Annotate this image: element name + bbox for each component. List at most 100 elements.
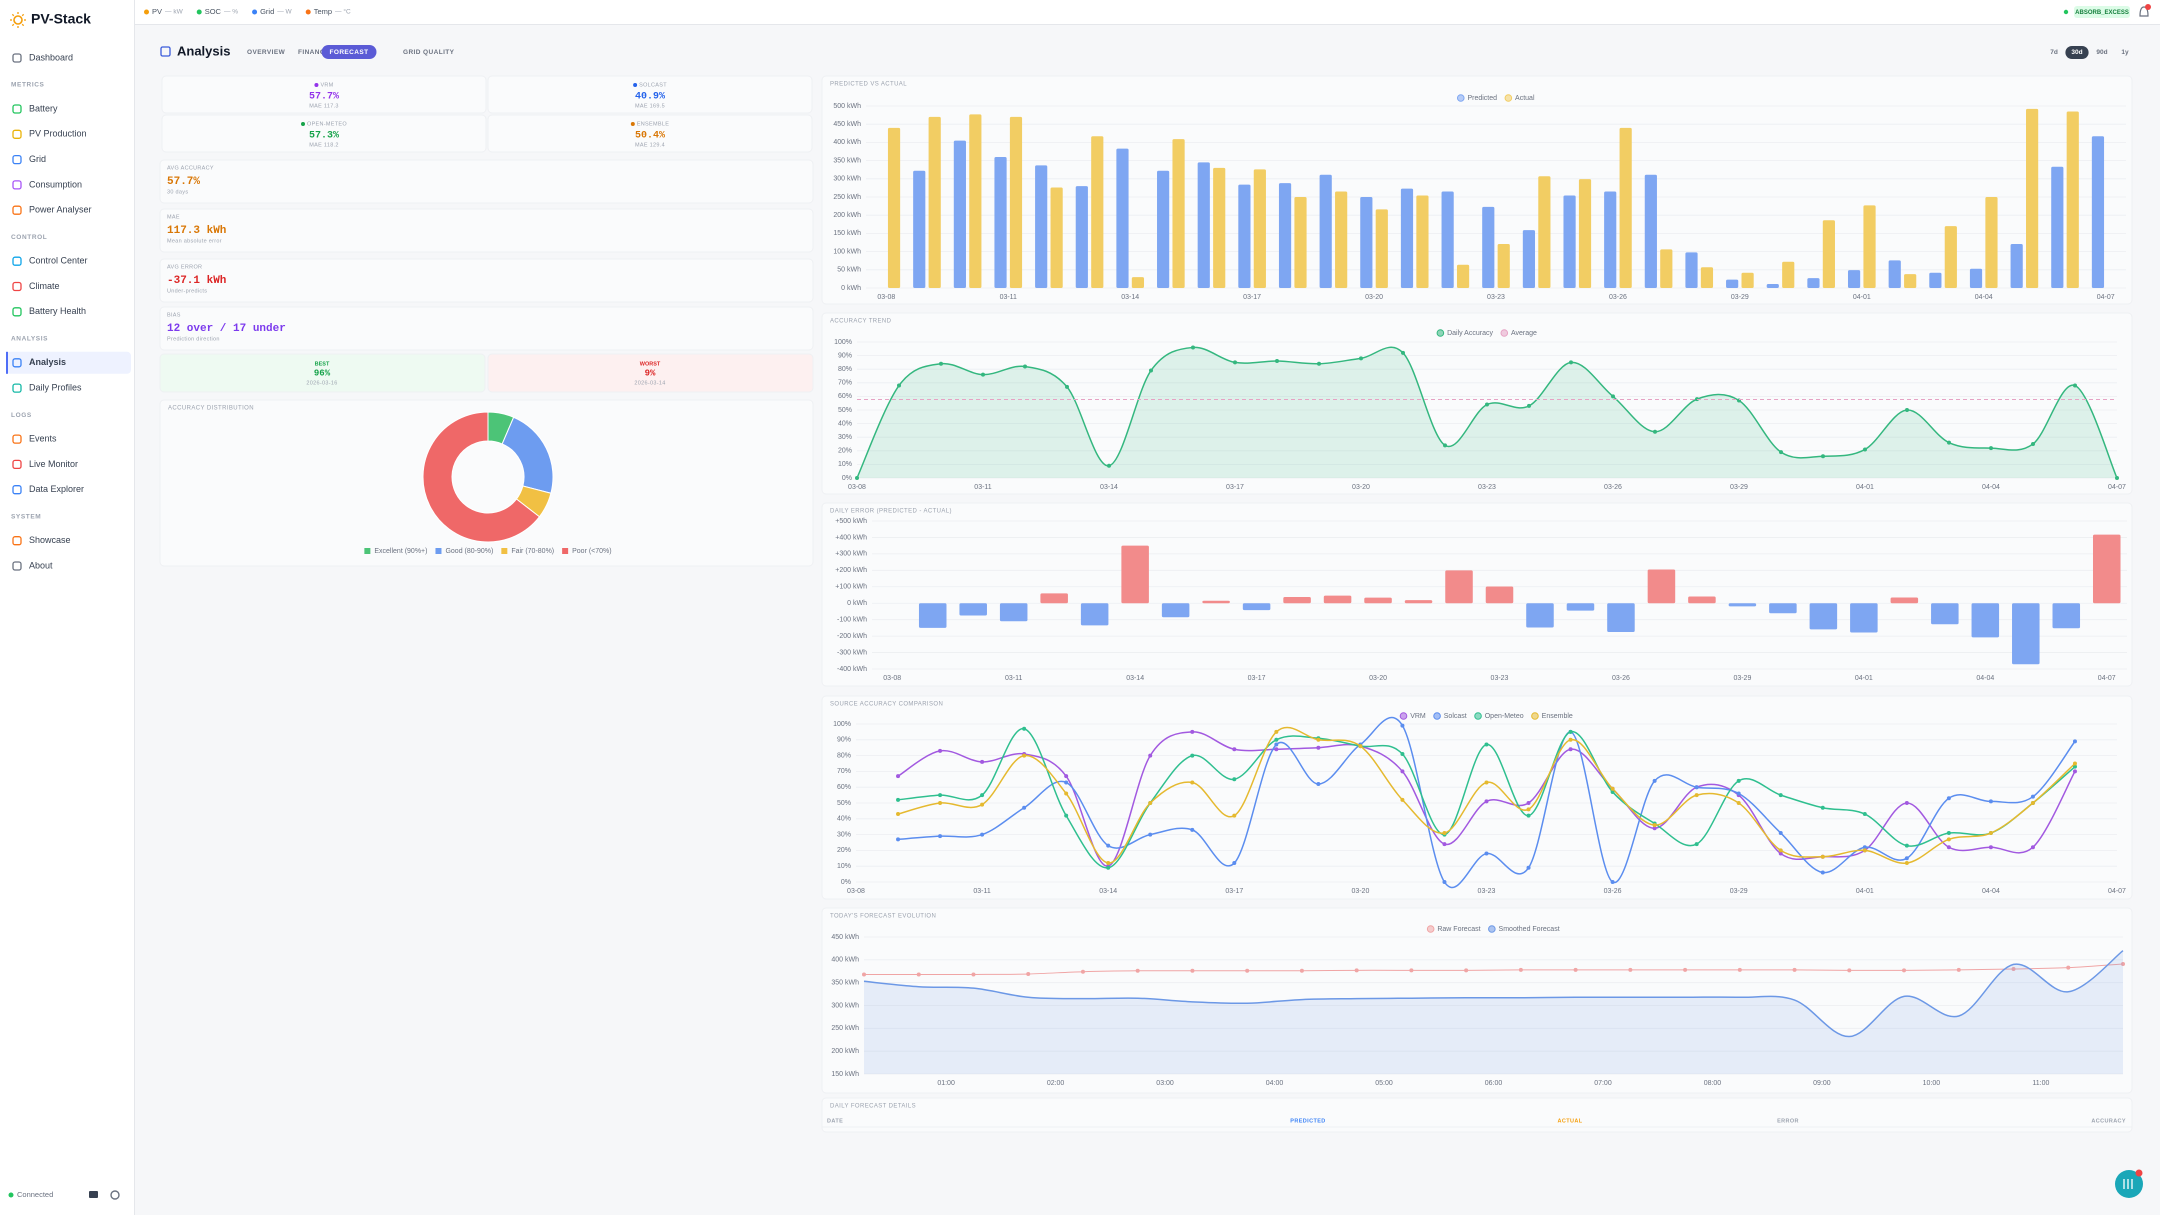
nav-item[interactable]: Live Monitor xyxy=(29,459,78,469)
monitor-icon[interactable] xyxy=(89,1191,98,1198)
best-date: 2026-03-16 xyxy=(306,380,337,386)
line xyxy=(863,950,2124,1038)
point xyxy=(1245,968,1250,973)
nav-item[interactable]: Daily Profiles xyxy=(29,382,82,392)
point xyxy=(1610,786,1615,791)
bar xyxy=(1685,252,1698,288)
best-value: 96% xyxy=(314,368,331,378)
x-tick-label: 11:00 xyxy=(2032,1080,2049,1087)
nav-item[interactable]: Dashboard xyxy=(29,52,73,62)
bar xyxy=(918,603,947,628)
bar xyxy=(1985,197,1998,288)
bar xyxy=(1445,570,1473,604)
fab[interactable] xyxy=(2115,1170,2143,1198)
y-tick-label: -300 kWh xyxy=(837,649,867,656)
settings-icon[interactable] xyxy=(110,1190,120,1200)
point xyxy=(1694,793,1699,798)
details-card xyxy=(821,1097,2133,1133)
bar xyxy=(1360,197,1373,288)
nav-item[interactable]: About xyxy=(29,560,53,570)
legend-label[interactable]: Poor (<70%) xyxy=(572,548,612,555)
tab[interactable]: FORECAST xyxy=(330,49,369,56)
legend-label[interactable]: Excellent (90%+) xyxy=(374,548,427,555)
point xyxy=(1065,384,1069,389)
legend-label[interactable]: Actual xyxy=(1515,95,1535,102)
legend-label[interactable]: Open-Meteo xyxy=(1485,713,1524,720)
point xyxy=(2072,769,2077,774)
bar xyxy=(1213,167,1226,288)
point xyxy=(1792,967,1797,972)
nav-item[interactable]: Analysis xyxy=(29,357,66,367)
y-tick-label: 90% xyxy=(837,737,851,744)
nav-item[interactable]: Grid xyxy=(29,154,46,164)
legend-label[interactable]: Ensemble xyxy=(1542,713,1573,720)
x-tick-label: 04:00 xyxy=(1266,1080,1284,1087)
nav-item[interactable]: Consumption xyxy=(29,179,82,189)
legend-label[interactable]: Predicted xyxy=(1467,95,1497,102)
point xyxy=(1847,968,1852,973)
x-tick-label: 10:00 xyxy=(1923,1080,1941,1087)
nav-item[interactable]: Data Explorer xyxy=(29,484,84,494)
nav-item[interactable]: Climate xyxy=(29,281,60,291)
status-value: — kW xyxy=(165,9,184,16)
point xyxy=(980,793,985,798)
bar xyxy=(1660,249,1673,288)
table-header: ACTUAL xyxy=(1557,1118,1582,1124)
source-value: 57.7% xyxy=(309,92,339,103)
source-name: SOLCAST xyxy=(639,82,667,88)
nav-item[interactable]: Control Center xyxy=(29,256,88,266)
y-tick-label: 40% xyxy=(837,816,851,823)
nav-item[interactable]: Battery Health xyxy=(29,306,86,316)
range-button[interactable]: 1y xyxy=(2121,49,2129,56)
range-button[interactable]: 30d xyxy=(2071,49,2082,56)
legend-label[interactable]: Solcast xyxy=(1444,713,1467,720)
source-name: ENSEMBLE xyxy=(637,121,669,127)
legend-label[interactable]: VRM xyxy=(1410,713,1426,720)
legend-marker xyxy=(364,548,371,554)
legend-label[interactable]: Daily Accuracy xyxy=(1447,330,1493,337)
legend-label[interactable]: Good (80-90%) xyxy=(445,548,493,555)
tab[interactable]: OVERVIEW xyxy=(247,49,286,56)
point xyxy=(1148,801,1153,805)
chart-title: ACCURACY TREND xyxy=(830,319,892,325)
worst-date: 2026-03-14 xyxy=(634,380,665,386)
point xyxy=(1190,729,1195,734)
nav-item[interactable]: Events xyxy=(29,433,57,443)
point xyxy=(1022,753,1027,758)
nav-icon xyxy=(12,307,22,317)
nav-item[interactable]: Battery xyxy=(29,103,58,113)
nav-icon xyxy=(12,205,22,215)
point xyxy=(1946,796,1951,801)
nav-item[interactable]: Showcase xyxy=(29,535,71,545)
stat-value: 117.3 kWh xyxy=(167,225,226,237)
tab[interactable]: GRID QUALITY xyxy=(403,49,455,56)
legend-label[interactable]: Fair (70-80%) xyxy=(511,548,554,555)
tab[interactable]: FINANCIAL xyxy=(298,49,337,56)
bar xyxy=(1197,162,1210,288)
point xyxy=(1778,793,1783,798)
bar xyxy=(1482,206,1495,288)
range-button[interactable]: 7d xyxy=(2050,49,2058,56)
nav-item[interactable]: Power Analyser xyxy=(29,205,92,215)
point xyxy=(1064,774,1069,779)
point xyxy=(2072,761,2077,766)
point xyxy=(1683,967,1688,972)
bar xyxy=(1944,226,1957,288)
range-button[interactable]: 90d xyxy=(2096,49,2107,56)
legend-label[interactable]: Average xyxy=(1511,330,1537,337)
point xyxy=(1526,807,1531,812)
legend-label[interactable]: Raw Forecast xyxy=(1437,926,1480,933)
page-title: Analysis xyxy=(177,43,230,58)
bar xyxy=(1578,179,1592,288)
legend-label[interactable]: Smoothed Forecast xyxy=(1499,926,1560,933)
table-header: ACCURACY xyxy=(2091,1118,2126,1124)
nav-item[interactable]: PV Production xyxy=(29,129,87,139)
bar xyxy=(1619,127,1632,288)
point xyxy=(1316,745,1321,750)
point xyxy=(1400,769,1405,774)
bar xyxy=(1809,603,1838,630)
bell-icon[interactable] xyxy=(2139,6,2149,17)
point xyxy=(1106,861,1111,866)
x-tick-label: 03-17 xyxy=(1243,294,1261,301)
bar xyxy=(999,603,1028,622)
